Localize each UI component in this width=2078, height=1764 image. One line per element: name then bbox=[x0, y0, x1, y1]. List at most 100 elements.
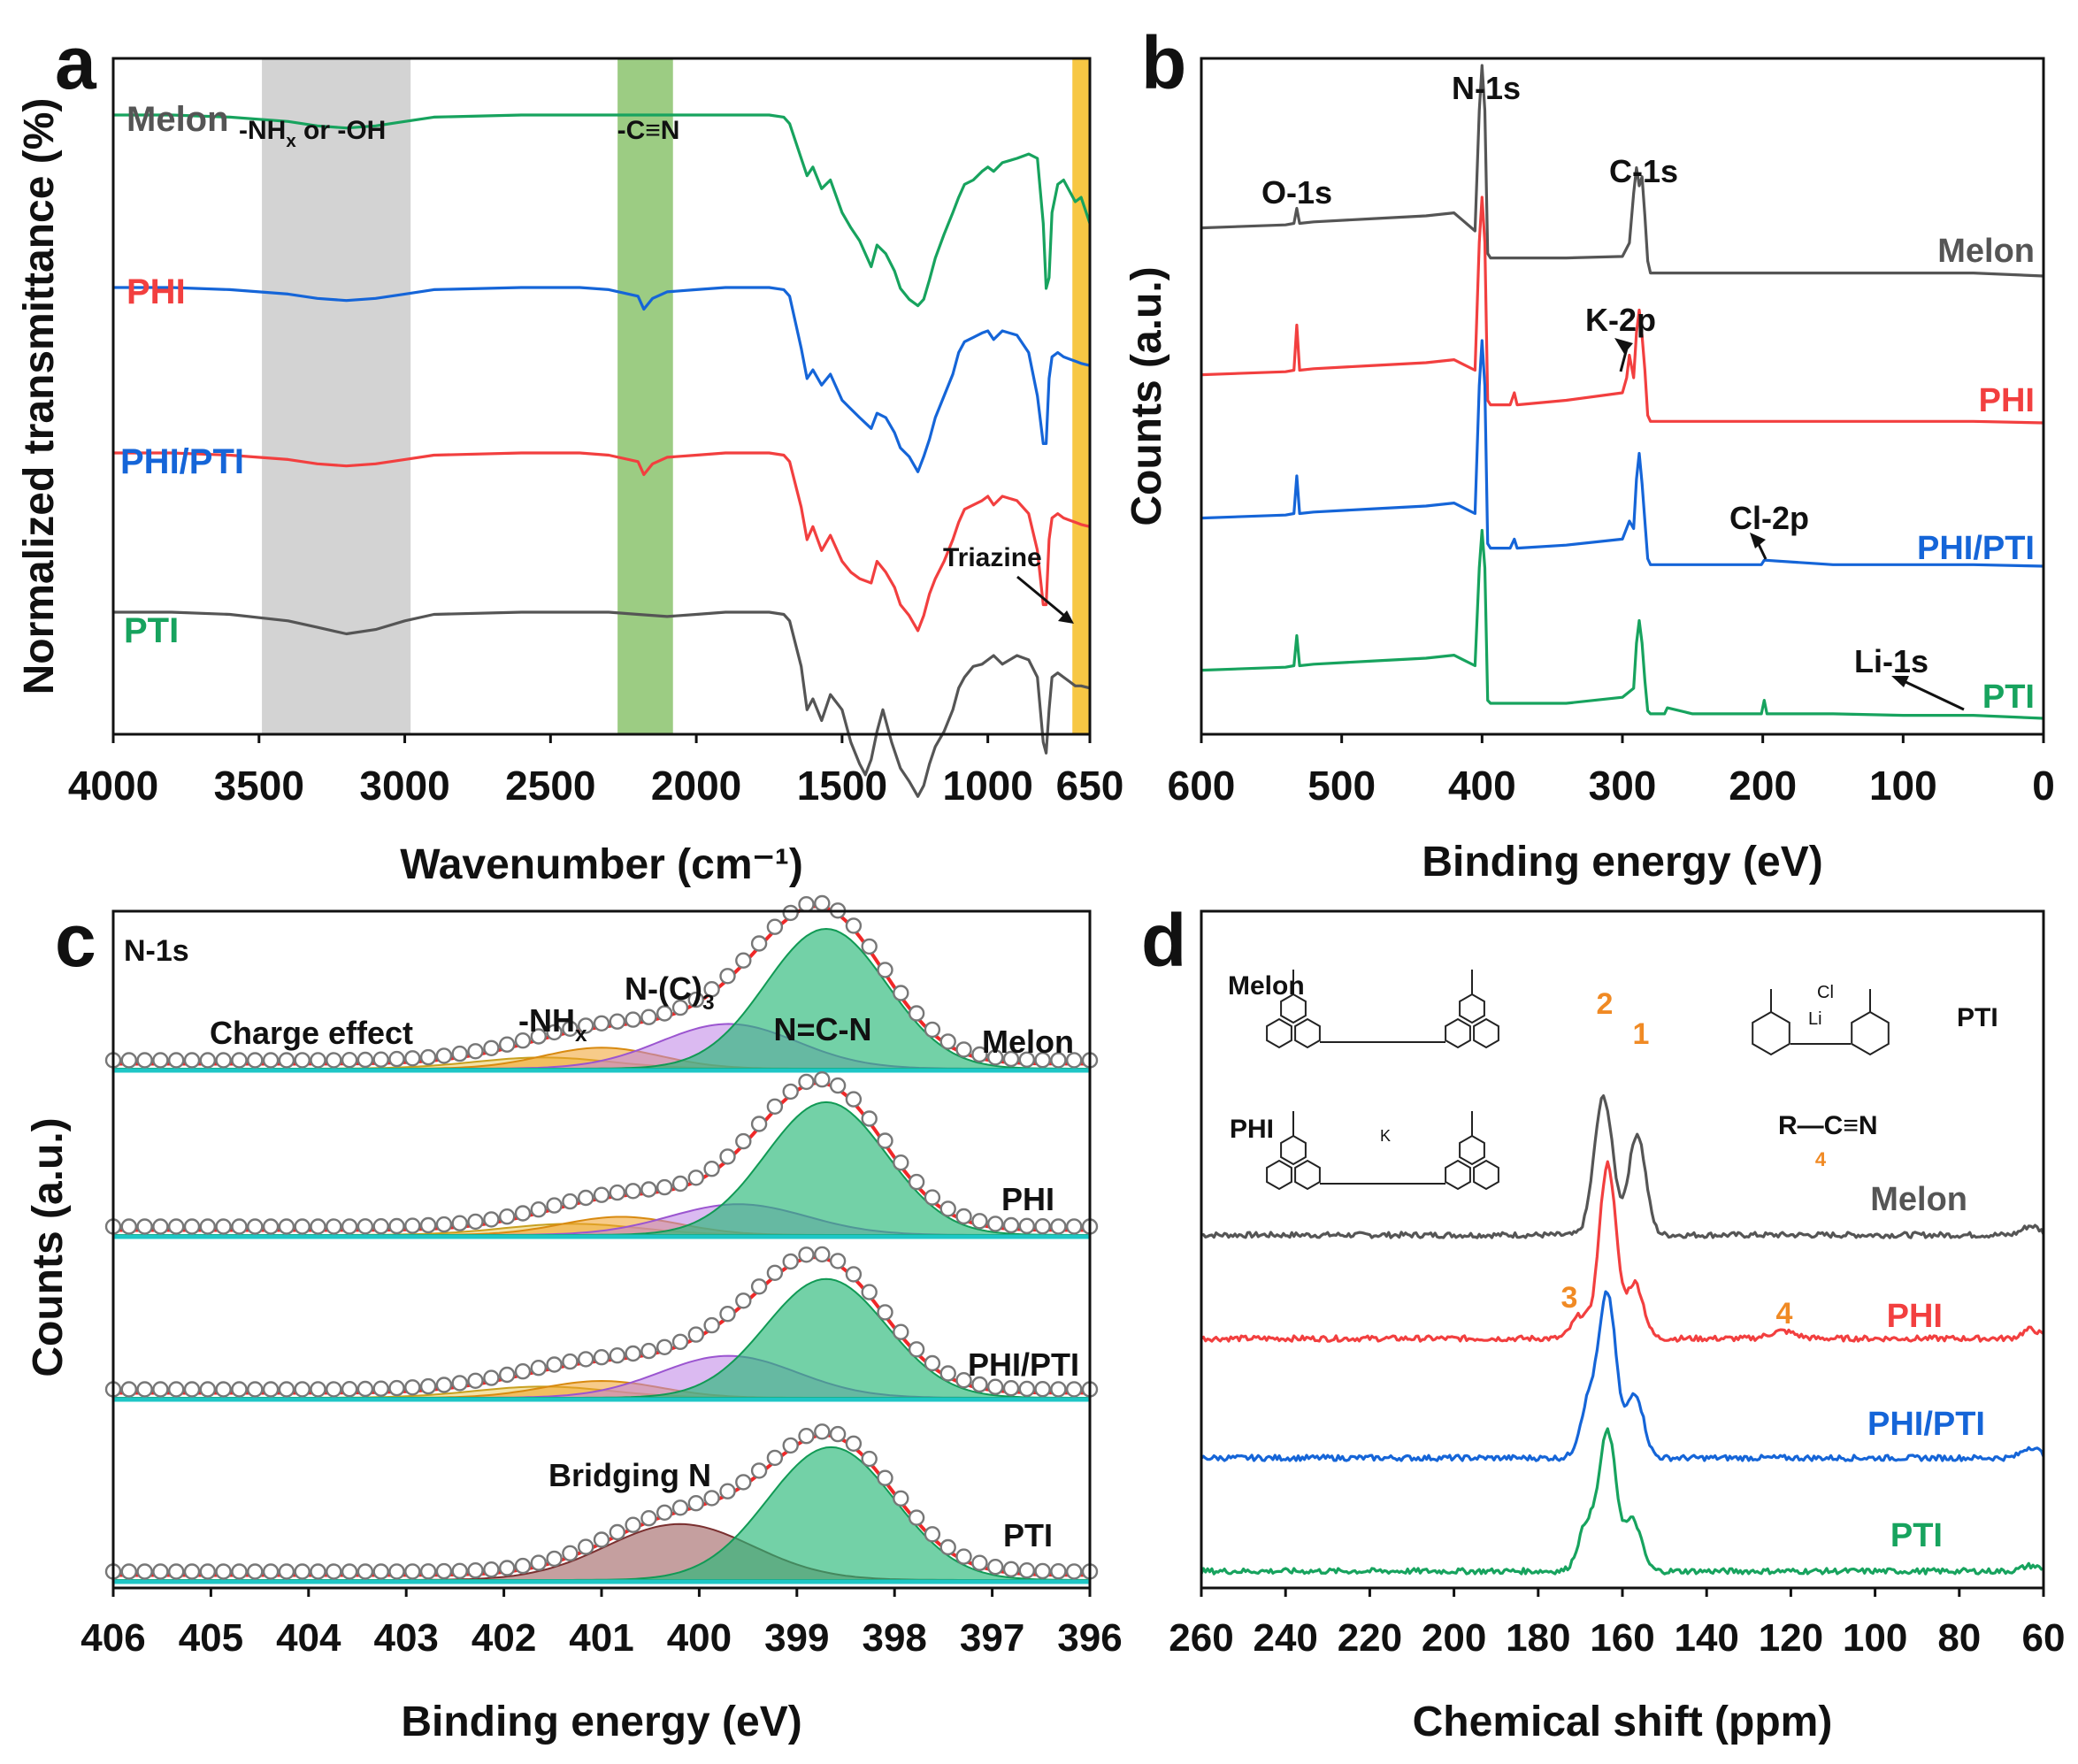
x-tick-label: 401 bbox=[569, 1616, 633, 1660]
data-point-pti bbox=[499, 1560, 516, 1576]
data-point-melon bbox=[798, 896, 815, 913]
data-point-phi-pti bbox=[719, 1305, 736, 1323]
data-point-phi-pti bbox=[1018, 1380, 1036, 1398]
peak-label-1: 1 bbox=[1633, 1017, 1650, 1051]
peak-label-n1s: N-1s bbox=[1452, 70, 1521, 106]
x-tick-label: 4000 bbox=[68, 763, 158, 809]
data-point-melon bbox=[625, 1011, 641, 1028]
x-tick-label: 260 bbox=[1169, 1616, 1233, 1660]
x-tick-label: 2500 bbox=[505, 763, 595, 809]
triazine-arrow bbox=[1016, 575, 1070, 621]
data-point-pti bbox=[183, 1563, 201, 1580]
data-point-melon bbox=[278, 1052, 295, 1069]
component-label-nc3-main: N-(C) bbox=[625, 970, 702, 1007]
data-point-phi-pti bbox=[278, 1381, 295, 1398]
k2p-arrowhead bbox=[1614, 338, 1633, 354]
data-point-phi-pti bbox=[372, 1380, 389, 1397]
data-point-phi bbox=[782, 1083, 799, 1101]
x-tick-label: 650 bbox=[1056, 763, 1124, 809]
peak-label-o1s: O-1s bbox=[1261, 174, 1332, 211]
x-tick-label: 60 bbox=[2022, 1616, 2066, 1660]
data-point-pti bbox=[326, 1563, 342, 1580]
data-point-melon bbox=[719, 968, 736, 985]
peak-label-4: 4 bbox=[1776, 1297, 1793, 1331]
x-tick-label: 398 bbox=[862, 1616, 926, 1660]
data-point-melon bbox=[1018, 1051, 1036, 1069]
data-point-melon bbox=[1034, 1051, 1051, 1069]
series-label-pti: PTI bbox=[124, 611, 179, 650]
data-point-phi bbox=[514, 1205, 532, 1222]
data-point-phi-pti bbox=[388, 1379, 405, 1397]
series-line-phi bbox=[1200, 196, 2044, 425]
data-point-phi-pti bbox=[215, 1381, 232, 1398]
data-point-melon bbox=[183, 1052, 201, 1069]
series-line-melon bbox=[1200, 64, 2044, 278]
series-line-pti bbox=[1200, 528, 2044, 720]
x-tick-label: 397 bbox=[960, 1616, 1024, 1660]
x-axis-title: Binding energy (eV) bbox=[1422, 839, 1822, 886]
data-point-phi-pti bbox=[750, 1278, 768, 1295]
corner-label: N-1s bbox=[124, 934, 189, 968]
phi-unit-2-ring-right bbox=[1473, 1159, 1499, 1191]
data-point-melon bbox=[578, 1017, 594, 1034]
data-point-phi bbox=[562, 1193, 579, 1210]
li1s-arrow bbox=[1899, 678, 1965, 711]
x-tick-label: 140 bbox=[1674, 1616, 1738, 1660]
data-point-phi-pti bbox=[1002, 1379, 1020, 1397]
data-point-phi bbox=[971, 1213, 988, 1230]
data-point-melon bbox=[687, 991, 704, 1009]
x-tick-label: 403 bbox=[373, 1616, 438, 1660]
series-label-phi: PHI bbox=[1887, 1298, 1943, 1335]
data-point-phi bbox=[893, 1154, 909, 1171]
data-point-pti bbox=[1050, 1562, 1067, 1580]
y-axis-title: Normalized transmittance (%) bbox=[16, 98, 63, 695]
data-point-phi bbox=[593, 1186, 610, 1203]
data-point-melon bbox=[326, 1052, 342, 1069]
component-label-nc3: N-(C)3 bbox=[625, 970, 715, 1015]
data-point-pti bbox=[136, 1563, 153, 1580]
data-point-phi bbox=[656, 1178, 673, 1196]
data-point-phi-pti bbox=[467, 1372, 484, 1390]
series-label-pti: PTI bbox=[1003, 1517, 1053, 1553]
melon-unit-1-ring-right bbox=[1294, 1017, 1321, 1049]
pti-ring-2 bbox=[1851, 1010, 1890, 1056]
x-tick-label: 200 bbox=[1729, 763, 1797, 809]
data-point-melon bbox=[514, 1032, 532, 1049]
data-point-melon bbox=[341, 1051, 358, 1069]
panel-d-nmr: 260 240 220 200 180 160 140 120 100 80 60 d Chemical… bbox=[1141, 899, 2065, 1745]
x-tick-label: 400 bbox=[1448, 763, 1516, 809]
component-label-ncn: N=C-N bbox=[773, 1011, 871, 1047]
panel-b-xps-survey: 600 500 400 300 200 100 0 b Binding energy (eV) C… bbox=[1123, 21, 2055, 886]
series-line-phi-pti bbox=[1200, 339, 2044, 568]
data-point-melon bbox=[199, 1052, 217, 1069]
data-point-phi bbox=[435, 1216, 453, 1233]
data-point-pti bbox=[404, 1563, 421, 1580]
data-point-phi-pti bbox=[562, 1353, 579, 1370]
data-point-phi-pti bbox=[955, 1371, 972, 1389]
data-point-phi-pti bbox=[939, 1365, 956, 1382]
data-point-phi bbox=[152, 1218, 169, 1235]
data-point-pti bbox=[893, 1490, 909, 1507]
data-point-melon bbox=[1065, 1052, 1083, 1069]
data-point-phi-pti bbox=[499, 1366, 516, 1384]
series-line-phi bbox=[1200, 1160, 2044, 1343]
data-point-pti bbox=[514, 1557, 532, 1575]
data-point-phi-pti bbox=[593, 1348, 610, 1366]
data-point-phi bbox=[640, 1181, 657, 1198]
data-point-pti bbox=[908, 1509, 925, 1526]
x-tick-label: 300 bbox=[1589, 763, 1657, 809]
melon-unit-2-ring-top bbox=[1459, 993, 1485, 1024]
data-point-melon bbox=[656, 1005, 673, 1022]
series-line-phi-pti bbox=[1200, 1290, 2045, 1462]
data-point-phi-pti bbox=[183, 1381, 201, 1398]
triazine-arrowhead bbox=[1058, 610, 1074, 624]
data-point-phi-pti bbox=[609, 1346, 625, 1364]
data-point-phi bbox=[341, 1218, 358, 1235]
data-point-phi bbox=[120, 1218, 138, 1235]
data-point-phi-pti bbox=[404, 1379, 421, 1396]
data-point-pti bbox=[609, 1523, 625, 1541]
series-label-pti: PTI bbox=[1982, 679, 2035, 716]
phi-unit-1-ring-top bbox=[1280, 1134, 1307, 1166]
melon-unit-2-ring-right bbox=[1473, 1017, 1499, 1049]
data-point-pti bbox=[294, 1563, 311, 1580]
